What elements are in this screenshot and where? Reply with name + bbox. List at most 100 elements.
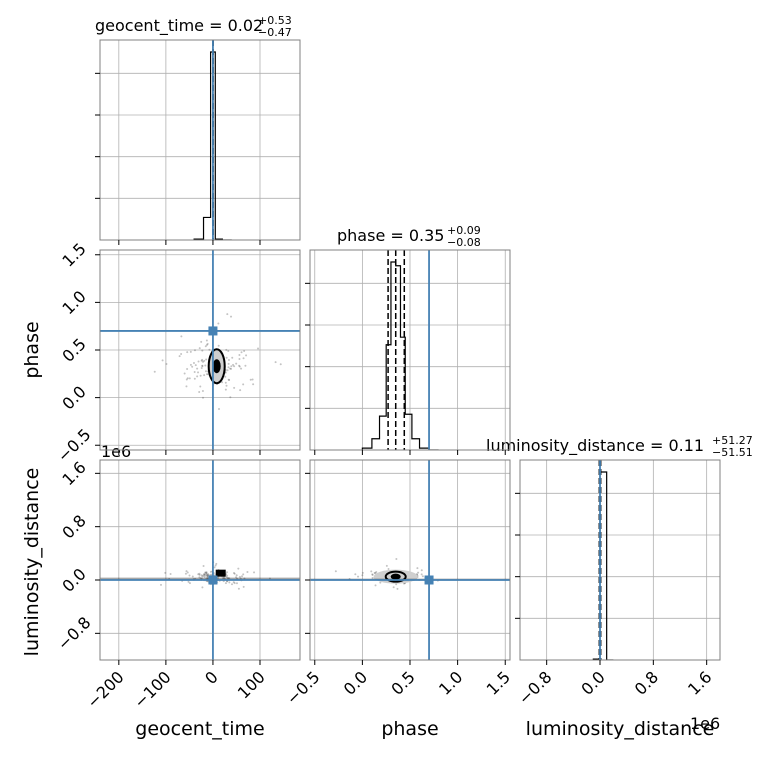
truth-marker <box>424 575 434 585</box>
sample-point <box>257 347 260 350</box>
sample-point <box>361 571 364 574</box>
sample-point <box>189 363 192 366</box>
contour-outer <box>384 570 407 583</box>
sample-point <box>202 396 205 399</box>
sample-point <box>188 582 191 585</box>
sample-point <box>232 572 235 575</box>
panel-phase-vs-phase <box>305 249 511 455</box>
sample-point <box>215 562 218 565</box>
title-phase-minus: −0.08 <box>447 236 481 249</box>
sample-point <box>371 573 374 576</box>
x-tick-label: 0.5 <box>387 667 418 698</box>
sample-point <box>214 564 217 567</box>
sample-point <box>251 378 254 381</box>
sample-point <box>206 574 209 577</box>
panel-luminosity_distance-vs-geocent_time: −200 −100 0 100−0.80.00.81.6 <box>54 458 301 712</box>
sample-point <box>227 349 230 352</box>
y-tick-label: 0.5 <box>58 334 89 365</box>
sample-point <box>235 582 238 585</box>
sample-point <box>199 374 202 377</box>
sample-point <box>361 574 364 577</box>
sample-point <box>370 570 373 573</box>
sample-point <box>385 564 388 567</box>
x-axis-label-luminosity-distance: luminosity_distance <box>526 718 715 740</box>
sample-point <box>186 368 189 371</box>
sample-point <box>235 576 238 579</box>
sample-point <box>226 369 229 372</box>
sample-point <box>178 355 181 358</box>
sample-point <box>233 365 236 368</box>
sample-point <box>218 408 221 411</box>
y-axis-label-phase: phase <box>21 321 43 378</box>
panel-content <box>310 460 510 660</box>
sample-point <box>395 583 398 586</box>
sample-point <box>237 587 240 590</box>
sample-point <box>205 358 208 361</box>
sample-point <box>196 367 199 370</box>
sample-point <box>217 322 220 325</box>
y-tick-label: 1.5 <box>58 239 89 270</box>
panel-geocent_time-vs-geocent_time <box>95 39 301 245</box>
x-tick-label: 0.0 <box>340 667 371 698</box>
sample-point <box>371 577 374 580</box>
sample-point <box>191 575 194 578</box>
y-tick-label: 1.0 <box>58 287 89 318</box>
sample-point <box>184 572 187 575</box>
histogram-step-luminosity_distance <box>592 471 614 660</box>
sample-point <box>244 364 247 367</box>
sample-point <box>185 570 188 573</box>
sample-point <box>200 574 203 577</box>
sample-point <box>225 384 228 387</box>
sample-point <box>232 581 235 584</box>
panel-luminosity_distance-vs-luminosity_distance: −0.8 0.0 0.8 1.6 <box>515 459 721 708</box>
sample-point <box>203 359 206 362</box>
sample-point <box>185 385 188 388</box>
sample-point <box>183 372 186 375</box>
sample-point <box>226 576 229 579</box>
sample-point <box>185 378 188 381</box>
x-tick-label: 1.0 <box>435 667 466 698</box>
sample-point <box>193 371 196 374</box>
sample-point <box>225 348 228 351</box>
sample-point <box>198 572 201 575</box>
sample-point <box>238 358 241 361</box>
sample-point <box>222 576 225 579</box>
sample-point <box>164 571 167 574</box>
sample-point <box>193 349 196 352</box>
sample-point <box>227 378 230 381</box>
x-axis-label-phase: phase <box>381 718 438 740</box>
contour-outer <box>207 348 226 385</box>
sample-point <box>205 571 208 574</box>
sample-point <box>198 390 201 393</box>
histogram-step-phase <box>361 261 439 450</box>
title-geocent-time-plus: +0.53 <box>258 14 292 27</box>
sample-point <box>189 350 192 353</box>
sample-point <box>227 577 230 580</box>
sample-point <box>205 572 208 575</box>
sample-point <box>226 574 229 577</box>
sample-point <box>205 339 208 342</box>
x-tick-label: −100 <box>130 667 175 712</box>
sample-point <box>180 335 183 338</box>
sample-point <box>238 353 241 356</box>
sample-point <box>228 378 231 381</box>
sample-point <box>206 575 209 578</box>
sample-point <box>204 571 207 574</box>
sample-point <box>186 351 189 354</box>
sample-point <box>229 367 232 370</box>
sample-point <box>231 583 234 586</box>
sample-point <box>279 363 282 366</box>
sample-point <box>186 377 189 380</box>
x-tick-label: −0.8 <box>515 667 556 708</box>
x-tick-label: −0.5 <box>283 667 324 708</box>
sample-point <box>169 573 172 576</box>
sample-point <box>206 342 209 345</box>
sample-point <box>200 577 203 580</box>
sample-point <box>198 576 201 579</box>
x-tick-label: 0 <box>201 667 222 688</box>
sample-point <box>224 381 227 384</box>
panel-content <box>100 40 300 240</box>
sample-point <box>192 361 195 364</box>
contour-core <box>212 359 221 374</box>
